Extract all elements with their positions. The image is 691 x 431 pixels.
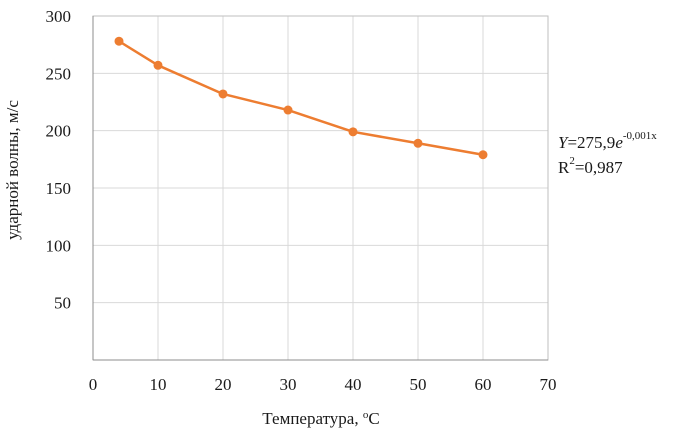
r-squared: R2=0,987 [558,155,623,177]
x-tick-label: 60 [475,375,492,394]
data-point [114,36,124,46]
x-tick-label: 0 [89,375,98,394]
x-tick-label: 70 [540,375,557,394]
series-line [118,40,484,156]
y-tick-label: 50 [54,294,71,313]
x-tick-label: 30 [280,375,297,394]
regression-equation: Y=275,9e-0,001x [558,130,657,152]
data-point [348,127,358,137]
y-tick-label: 200 [46,122,72,141]
x-tick-label: 10 [150,375,167,394]
data-point [413,138,423,148]
x-axis-title: Температура, oC [262,409,379,428]
x-tick-labels: 0 10 20 30 40 50 60 70 [89,375,557,394]
y-tick-label: 100 [46,236,72,255]
x-tick-label: 50 [410,375,427,394]
data-point [153,60,163,70]
regression-formula: Y=275,9e-0,001x R2=0,987 [558,130,657,180]
axes [92,15,549,361]
data-point [283,105,293,115]
y-axis-title: ударной волны, м/с [3,100,22,240]
y-tick-label: 300 [46,7,72,26]
y-tick-labels: 50 100 150 200 250 300 [46,7,72,313]
data-point [218,89,228,99]
y-tick-label: 250 [46,64,72,83]
data-series [114,36,488,160]
y-tick-label: 150 [46,179,72,198]
grid-lines [93,16,549,360]
x-tick-label: 40 [345,375,362,394]
x-tick-label: 20 [215,375,232,394]
data-point [478,150,488,160]
